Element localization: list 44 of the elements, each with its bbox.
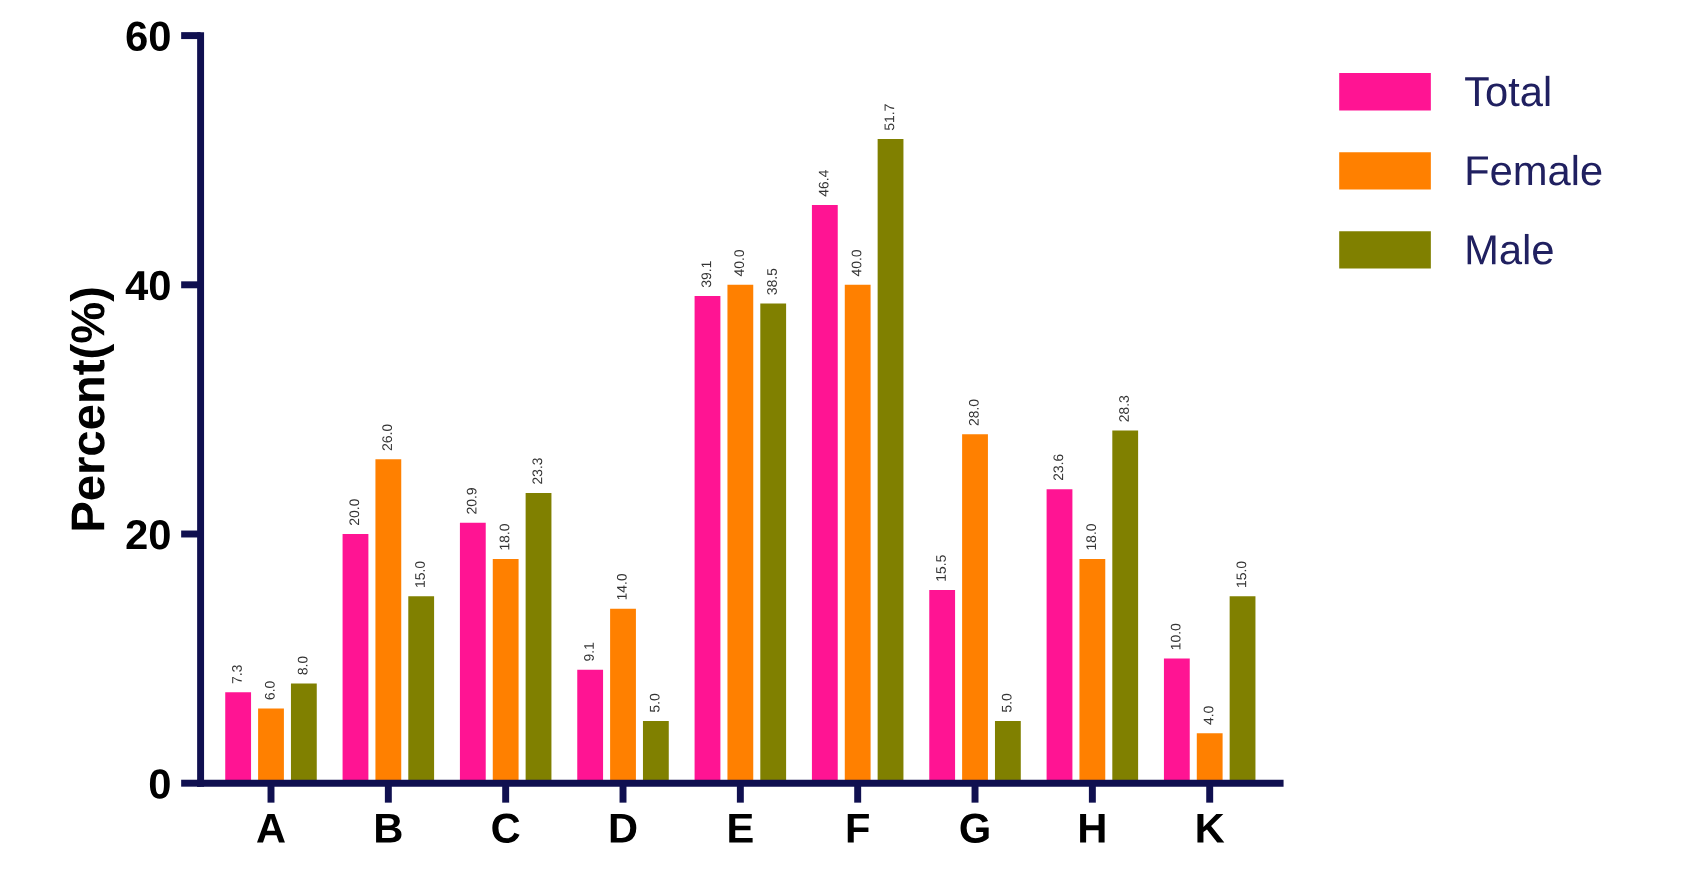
bar: [844, 284, 871, 784]
bar: [1163, 658, 1190, 784]
y-tick-label: 20: [126, 520, 170, 550]
x-tick-label: K: [1197, 813, 1225, 843]
bar: [342, 534, 369, 784]
bar: [929, 590, 956, 784]
x-tick-label: H: [1080, 813, 1105, 843]
bar: [492, 558, 519, 784]
bar: [375, 459, 402, 784]
bar: [290, 683, 317, 784]
bar: [1196, 733, 1223, 784]
legend-label: Total: [1465, 75, 1550, 107]
bar: [962, 434, 988, 784]
x-tick-label: C: [492, 813, 520, 843]
bar: [459, 522, 486, 784]
bar: [1229, 596, 1256, 784]
legend-label: Male: [1467, 233, 1553, 265]
x-tick-label: F: [847, 813, 869, 843]
bar: [694, 296, 721, 784]
x-tick-label: G: [960, 813, 989, 843]
bar: [610, 608, 636, 784]
bar: [1046, 489, 1073, 784]
bar: [525, 492, 552, 784]
legend-label: Female: [1467, 154, 1602, 186]
x-tick-label: D: [610, 813, 637, 843]
y-tick-label: 0: [149, 769, 170, 799]
bar: [1112, 430, 1139, 784]
y-tick-label: 60: [126, 21, 170, 52]
x-tick-label: A: [256, 813, 285, 843]
bar: [258, 708, 284, 784]
bar: [1079, 558, 1106, 784]
x-tick-label: B: [376, 813, 402, 843]
bar: [760, 303, 787, 784]
y-tick-label: 40: [125, 270, 170, 301]
x-tick-label: E: [729, 813, 753, 843]
bar: [577, 669, 604, 784]
bar: [408, 596, 435, 784]
bar: [642, 720, 669, 784]
y-axis-title: Percent(%): [69, 288, 114, 530]
bar: [994, 720, 1021, 784]
bar: [225, 692, 252, 784]
bar: [727, 284, 754, 784]
bar: [811, 205, 838, 784]
bar: [877, 139, 904, 784]
